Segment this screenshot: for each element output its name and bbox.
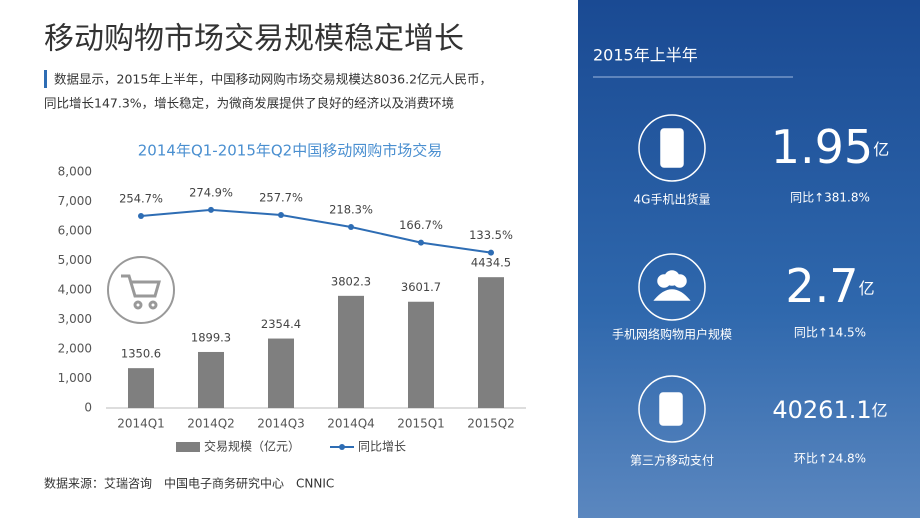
stat-label: 手机网络购物用户规模 [612,327,732,342]
line-label: 254.7% [119,191,163,205]
stat-change: 环比↑24.8% [794,452,866,466]
bar-label: 1350.6 [121,347,161,361]
legend-label: 同比增长 [358,440,406,454]
stat-value: 1.95亿 [771,120,889,174]
bar [338,295,364,408]
x-tick-label: 2015Q1 [397,417,445,431]
line-point [418,239,424,246]
stat-label: 4G手机出货量 [634,192,711,207]
stat-number: 2.7 [785,259,858,313]
bar-label: 1899.3 [191,330,231,344]
side-icons [638,114,706,443]
bar-label: 3802.3 [331,274,371,288]
stat-change: 同比↑381.8% [790,191,870,205]
stat-value: 2.7亿 [785,259,874,313]
line-label: 218.3% [329,202,373,216]
y-tick-label: 4,000 [58,283,92,297]
intro-line: 数据显示，2015年上半年，中国移动网购市场交易规模达8036.2亿元人民币， [54,72,492,87]
stat-number: 40261.1 [772,396,871,424]
line-label: 257.7% [259,191,303,205]
x-tick-label: 2014Q1 [117,417,165,431]
line-point [138,212,144,219]
stat-number: 1.95 [771,120,873,174]
stat-label: 第三方移动支付 [630,453,714,468]
bar-label: 2354.4 [261,317,301,331]
stat-value: 40261.1亿 [772,396,887,424]
bar-label: 4434.5 [471,256,511,270]
side-title: 2015年上半年 [593,46,698,65]
chart-title: 2014年Q1-2015年Q2中国移动网购市场交易 [138,142,442,160]
line-label: 133.5% [469,228,513,242]
background [0,0,578,518]
y-tick-label: 3,000 [58,312,92,326]
bar [478,277,504,408]
line [140,208,492,254]
line-point [488,249,494,256]
stat-change: 同比↑14.5% [794,326,866,340]
legend-swatch [339,444,345,450]
x-tick-label: 2014Q2 [187,417,235,431]
y-tick-label: 5,000 [58,253,92,267]
line-point [208,206,214,213]
intro-line: 同比增长147.3%，增长稳定，为微商发展提供了良好的经济以及消费环境 [44,96,454,111]
stat-unit: 亿 [859,279,875,298]
bar [408,301,434,408]
intro-bar [44,70,47,88]
line-label: 166.7% [399,218,443,232]
bar [268,338,294,408]
line-point [348,223,354,230]
legend-swatch [176,442,200,452]
x-tick-label: 2014Q3 [257,417,305,431]
bar [198,351,224,408]
line-label: 274.9% [189,185,233,199]
line-point [278,212,284,219]
stat-unit: 亿 [873,140,889,159]
y-tick-label: 7,000 [58,194,92,208]
source: 数据来源：艾瑞咨询 中国电子商务研究中心 CNNIC [44,476,334,491]
bar-label: 3601.7 [401,280,441,294]
bar [128,368,154,408]
x-tick-label: 2015Q2 [467,417,515,431]
y-tick-label: 8,000 [58,165,92,179]
x-tick-label: 2014Q4 [327,417,375,431]
side-panel [578,0,920,518]
cart-icon [107,256,175,324]
y-tick-label: 0 [84,401,92,415]
page-title: 移动购物市场交易规模稳定增长 [44,22,464,57]
y-tick-label: 2,000 [58,342,92,356]
stat-unit: 亿 [872,401,888,420]
legend-label: 交易规模（亿元） [204,439,300,454]
y-tick-label: 6,000 [58,224,92,238]
y-tick-label: 1,000 [58,371,92,385]
